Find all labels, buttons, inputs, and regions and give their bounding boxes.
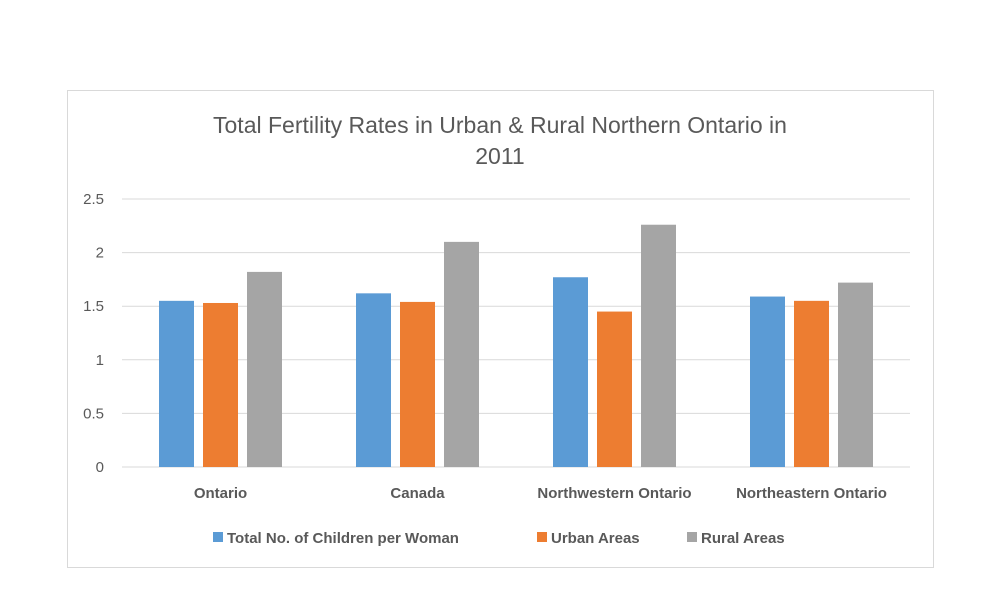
bars bbox=[159, 224, 873, 467]
bar-canada-series-3 bbox=[444, 241, 479, 467]
bar-northwestern-ontario-series-3 bbox=[641, 224, 676, 467]
bar-northeastern-ontario-series-1 bbox=[750, 296, 785, 467]
legend-label: Rural Areas bbox=[701, 530, 785, 547]
category-label: Northwestern Ontario bbox=[537, 485, 691, 502]
legend-label: Total No. of Children per Woman bbox=[227, 530, 459, 547]
legend-swatch bbox=[687, 532, 697, 542]
legend-swatch bbox=[213, 532, 223, 542]
category-label: Ontario bbox=[194, 485, 247, 502]
legend-label: Urban Areas bbox=[551, 530, 640, 547]
y-axis-tick-labels: 0 0.5 1 1.5 2 2.5 bbox=[83, 191, 104, 476]
y-tick-label: 2.5 bbox=[83, 191, 104, 208]
chart-title-line-1: Total Fertility Rates in Urban & Rural N… bbox=[213, 112, 787, 138]
chart-title-line-2: 2011 bbox=[475, 143, 524, 169]
category-labels: Ontario Canada Northwestern Ontario Northea… bbox=[194, 485, 887, 502]
bar-northwestern-ontario-series-2 bbox=[597, 311, 632, 467]
y-tick-label: 1 bbox=[96, 352, 104, 369]
category-label: Northeastern Ontario bbox=[736, 485, 887, 502]
y-tick-label: 0 bbox=[96, 459, 104, 476]
bar-northeastern-ontario-series-3 bbox=[838, 282, 873, 467]
y-tick-label: 0.5 bbox=[83, 405, 104, 422]
bar-ontario-series-1 bbox=[159, 300, 194, 467]
y-tick-label: 1.5 bbox=[83, 298, 104, 315]
category-label: Canada bbox=[390, 485, 445, 502]
bar-ontario-series-3 bbox=[247, 271, 282, 467]
gridlines bbox=[122, 198, 910, 468]
bar-ontario-series-2 bbox=[203, 302, 238, 467]
y-tick-label: 2 bbox=[96, 245, 104, 262]
legend-swatch bbox=[537, 532, 547, 542]
bar-canada-series-1 bbox=[356, 293, 391, 467]
bar-canada-series-2 bbox=[400, 301, 435, 467]
bar-northeastern-ontario-series-2 bbox=[794, 300, 829, 467]
bar-northwestern-ontario-series-1 bbox=[553, 277, 588, 467]
legend: Total No. of Children per Woman Urban Are… bbox=[213, 530, 785, 547]
